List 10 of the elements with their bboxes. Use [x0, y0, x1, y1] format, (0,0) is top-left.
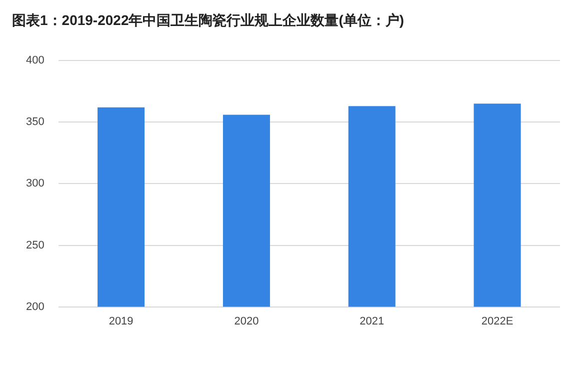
chart-title: 图表1：2019-2022年中国卫生陶瓷行业规上企业数量(单位：户) [11, 11, 406, 30]
y-tick-label: 250 [26, 239, 44, 252]
x-tick-label: 2022E [481, 315, 514, 328]
y-tick-label: 300 [26, 178, 44, 190]
x-tick-label: 2020 [234, 315, 259, 328]
y-tick-label: 200 [26, 300, 44, 313]
x-tick-label: 2021 [360, 315, 384, 328]
y-tick-label: 350 [26, 116, 44, 128]
x-tick-label: 2019 [108, 315, 134, 328]
y-tick-label: 400 [26, 54, 44, 67]
